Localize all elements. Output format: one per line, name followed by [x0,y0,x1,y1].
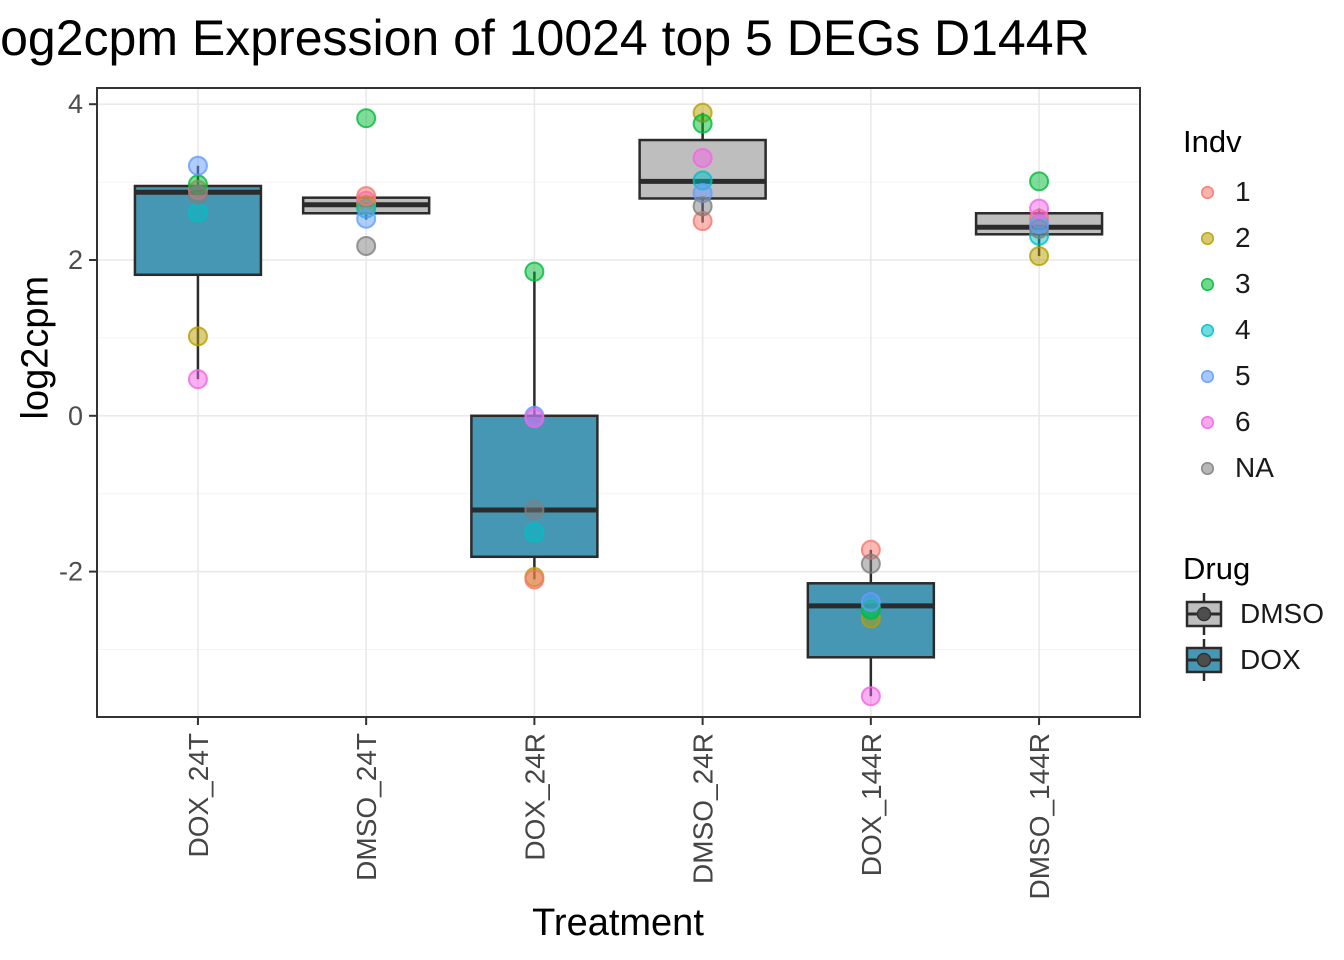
x-tick-label: DMSO_24T [351,733,382,881]
point-indv-1 [356,186,377,207]
x-tick-label: DOX_24R [519,733,550,861]
point-indv-NA [187,184,208,205]
point-indv-2 [187,326,208,347]
y-tick-label: 4 [68,89,83,119]
panel-background [97,88,1140,717]
legend-color-dot [1201,185,1214,199]
legend-color-dot [1201,277,1214,291]
panel-border [96,87,1141,718]
point-indv-6 [692,147,713,168]
point-indv-NA [692,196,713,217]
x-tick-label: DMSO_24R [688,733,719,884]
point-indv-5 [356,208,377,229]
legend-indv-item-4: 4 [1180,307,1274,353]
x-tick-label: DOX_144R [856,733,887,876]
point-indv-1 [524,569,545,590]
x-axis-title: Treatment [532,902,704,944]
box-DOX_24R [470,414,599,559]
point-indv-NA [524,500,545,521]
x-tick-label: DOX_24T [183,733,214,858]
y-axis-title: log2cpm [15,276,58,420]
y-axis-title-text: log2cpm [14,275,57,420]
y-tick-label: 0 [68,401,83,431]
point-indv-5 [860,591,881,612]
point-indv-6 [860,686,881,707]
legend-color-dot [1201,415,1214,429]
boxplot-key-icon [1185,593,1223,635]
legend-color-dot [1201,323,1214,337]
point-indv-3 [524,261,545,282]
legend-indv-item-1: 1 [1180,169,1274,215]
y-tick-label: 2 [68,245,83,275]
legend-indv-item-NA: NA [1180,445,1274,491]
point-indv-4 [187,202,208,223]
legend-drug-item-DMSO: DMSO [1180,591,1324,637]
legend-color-dot [1201,231,1214,245]
legend-item-label: DOX [1240,644,1301,675]
legend-indv-item-5: 5 [1180,353,1274,399]
point-indv-6 [524,408,545,429]
legend-indv-item-6: 6 [1180,399,1274,445]
point-indv-6 [187,369,208,390]
legend-item-label: 5 [1235,360,1251,391]
legend-item-label: 4 [1235,314,1251,345]
legend-item-label: 1 [1235,176,1251,207]
point-indv-4 [524,522,545,543]
legend-indv-item-3: 3 [1180,261,1274,307]
legend-indv-item-2: 2 [1180,215,1274,261]
x-tick-label: DMSO_144R [1024,733,1055,900]
legend-color-dot [1201,369,1214,383]
legend-drug-item-DOX: DOX [1180,637,1324,683]
point-indv-5 [187,155,208,176]
legend-item-label: DMSO [1240,598,1324,629]
legend-drug-title: Drug [1183,551,1251,586]
point-indv-3 [356,108,377,129]
legend-indv-title: Indv [1183,124,1242,159]
point-indv-NA [356,235,377,256]
legend-item-label: NA [1235,452,1274,483]
legend-indv: 1 2 3 4 5 6 NA [1180,169,1274,491]
legend-color-dot [1201,461,1214,475]
point-indv-NA [860,553,881,574]
legend-item-label: 2 [1235,222,1251,253]
point-indv-6 [1029,198,1050,219]
legend-item-label: 3 [1235,268,1251,299]
point-indv-3 [1029,171,1050,192]
y-tick-label: -2 [59,557,83,587]
point-indv-3 [692,113,713,134]
boxplot-key-icon [1185,639,1223,681]
legend-item-label: 6 [1235,406,1251,437]
point-indv-2 [1029,246,1050,267]
legend-drug: DMSO DOX [1180,591,1324,683]
chart-title: log2cpm Expression of 10024 top 5 DEGs D… [0,10,1090,66]
